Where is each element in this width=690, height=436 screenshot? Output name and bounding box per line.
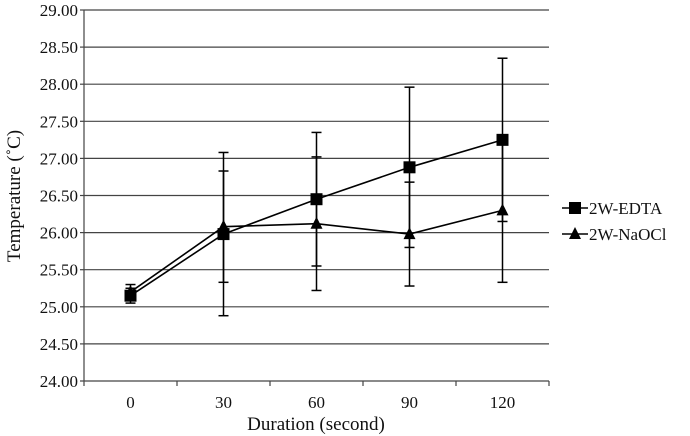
legend-label: 2W-NaOCl: [589, 225, 667, 244]
y-tick-label: 28.50: [40, 38, 78, 57]
y-tick-label: 24.00: [40, 372, 78, 391]
x-tick-label: 60: [308, 393, 325, 412]
square-marker: [403, 161, 416, 174]
legend-label: 2W-EDTA: [589, 199, 663, 218]
y-tick-label: 24.50: [40, 335, 78, 354]
x-axis-label: Duration (second): [247, 414, 385, 435]
y-tick-label: 28.00: [40, 75, 78, 94]
x-tick-label: 30: [215, 393, 232, 412]
x-tick-label: 120: [490, 393, 516, 412]
y-tick-label: 27.00: [40, 149, 78, 168]
triangle-marker: [496, 203, 509, 216]
y-tick-label: 26.50: [40, 187, 78, 206]
series-group: [124, 57, 509, 317]
triangle-marker: [310, 216, 323, 229]
x-tick-label: 90: [401, 393, 418, 412]
x-axis-ticks: 0 30 60 90 120: [83, 381, 550, 412]
legend: 2W-EDTA 2W-NaOCl: [562, 199, 667, 244]
y-axis-ticks: 24.00 24.50 25.00 25.50 26.00 26.50 27.00 27.50…: [40, 1, 84, 391]
x-tick-label: 0: [126, 393, 135, 412]
triangle-marker: [217, 219, 230, 232]
triangle-marker: [569, 227, 581, 239]
y-tick-label: 26.00: [40, 224, 78, 243]
series-2w-naocl: [124, 137, 509, 301]
y-tick-label: 27.50: [40, 112, 78, 131]
square-marker: [569, 202, 581, 214]
y-tick-label: 29.00: [40, 1, 78, 20]
y-axis-label: Temperature (˚C): [4, 130, 25, 262]
y-tick-label: 25.50: [40, 261, 78, 280]
triangle-marker: [124, 284, 137, 297]
triangle-marker: [403, 227, 416, 240]
y-tick-label: 25.00: [40, 298, 78, 317]
